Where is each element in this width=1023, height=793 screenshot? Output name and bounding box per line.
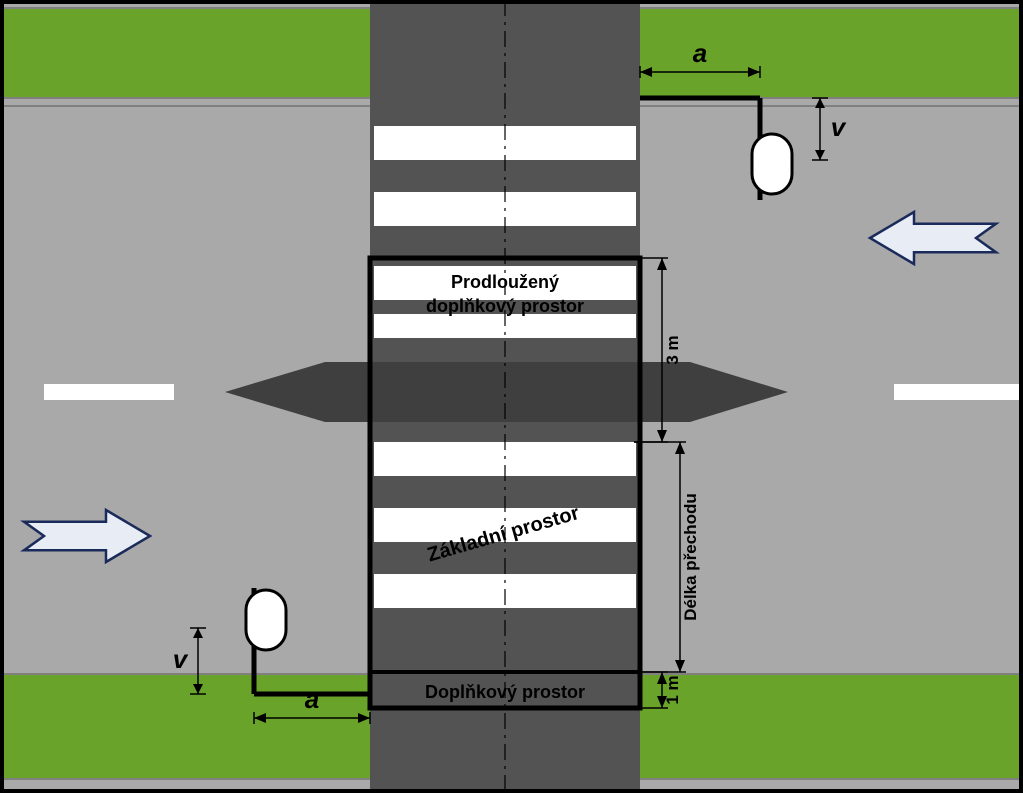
label-extended-1: Prodloužený xyxy=(451,272,559,292)
label-a-bottom: a xyxy=(305,684,319,714)
lane-dash xyxy=(894,384,1023,400)
label-a-top: a xyxy=(693,38,707,68)
label-v-bottom: v xyxy=(173,644,189,674)
dim-1m: 1 m xyxy=(663,675,682,704)
pedestrian-light-icon xyxy=(752,134,792,194)
median-island xyxy=(225,362,788,422)
dim-crossing-length: Délka přechodu xyxy=(681,493,700,621)
label-v-top: v xyxy=(831,112,847,142)
pedestrian-light-icon xyxy=(246,590,286,650)
dim-3m: 3 m xyxy=(663,335,682,364)
label-supplementary: Doplňkový prostor xyxy=(425,682,585,702)
label-extended-2: doplňkový prostor xyxy=(426,296,584,316)
lane-dash xyxy=(44,384,174,400)
